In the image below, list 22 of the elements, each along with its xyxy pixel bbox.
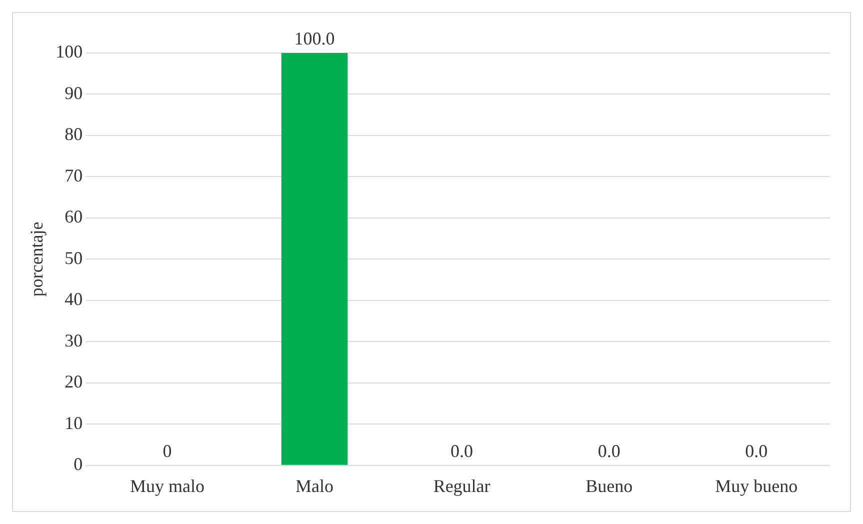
y-tick-label: 20 <box>64 372 83 392</box>
y-axis-title: porcentaje <box>26 222 47 297</box>
x-tick-label: Muy malo <box>130 476 204 496</box>
y-tick-label: 80 <box>64 124 83 144</box>
x-tick-label: Regular <box>433 476 490 496</box>
y-tick-label: 90 <box>64 82 83 103</box>
y-tick-label: 40 <box>64 289 83 310</box>
y-tick-label: 30 <box>64 330 83 350</box>
x-tick-label: Bueno <box>586 476 633 496</box>
y-tick-label: 0 <box>74 454 83 474</box>
y-tick-label: 100 <box>56 42 83 62</box>
y-tick-label: 10 <box>64 412 83 433</box>
data-label: 0 <box>162 441 172 462</box>
data-label: 100.0 <box>294 28 335 49</box>
y-tick-label: 50 <box>64 248 83 268</box>
data-label: 0.0 <box>450 441 474 462</box>
x-tick-label: Muy bueno <box>715 476 798 496</box>
data-label: 0.0 <box>598 441 620 462</box>
x-tick-label: Malo <box>296 476 334 496</box>
data-label: 0.0 <box>745 441 768 462</box>
y-tick-label: 70 <box>64 165 83 186</box>
y-tick-label: 60 <box>64 206 83 227</box>
